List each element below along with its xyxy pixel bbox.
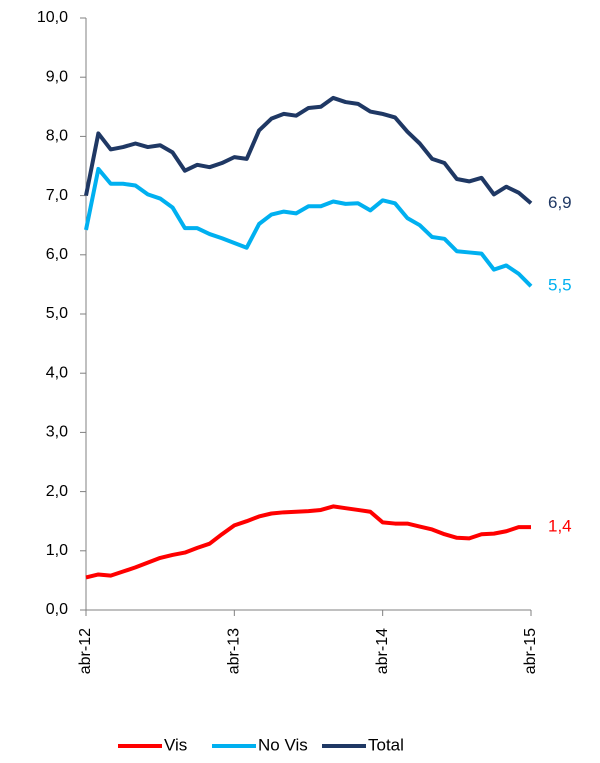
data-label: 1,4 [548, 517, 572, 536]
series-line [85, 504, 531, 580]
x-tick-label: abr-12 [77, 628, 94, 674]
y-tick-label: 3,0 [46, 424, 68, 441]
x-tick-label: abr-15 [522, 628, 539, 674]
x-tick-label: abr-13 [226, 628, 243, 674]
y-tick-label: 0,0 [46, 601, 68, 618]
series-line [84, 166, 533, 288]
data-label: 6,9 [548, 193, 572, 212]
y-tick-label: 5,0 [46, 305, 68, 322]
series-line [84, 95, 533, 205]
y-tick-label: 4,0 [46, 364, 68, 381]
y-tick-label: 1,0 [46, 542, 68, 559]
y-tick-label: 9,0 [46, 68, 68, 85]
data-label: 5,5 [548, 276, 572, 295]
y-tick-label: 8,0 [46, 128, 68, 145]
y-tick-label: 10,0 [37, 9, 68, 26]
y-tick-label: 6,0 [46, 246, 68, 263]
x-tick-label: abr-14 [374, 628, 391, 674]
legend-label: No Vis [258, 735, 308, 754]
legend-label: Total [368, 735, 404, 754]
y-tick-label: 7,0 [46, 187, 68, 204]
legend-label: Vis [164, 735, 187, 754]
y-tick-label: 2,0 [46, 483, 68, 500]
